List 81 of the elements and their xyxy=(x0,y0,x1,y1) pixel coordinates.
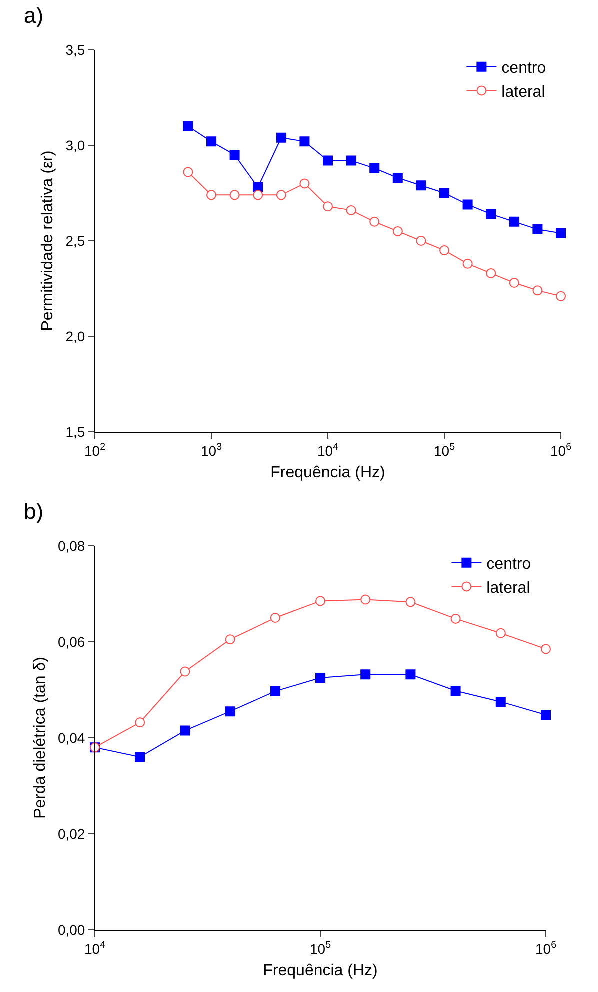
point xyxy=(135,718,146,728)
point xyxy=(532,224,543,235)
point xyxy=(440,246,450,256)
point xyxy=(360,594,371,605)
point xyxy=(316,596,326,606)
y-tick-label: 3,0 xyxy=(66,137,86,154)
y-axis-title: Permitividade relativa (εr) xyxy=(40,150,57,332)
y-axis-title: Perda dielétrica (tan δ) xyxy=(32,657,49,819)
x-axis-title: Frequência (Hz) xyxy=(263,962,378,980)
point xyxy=(360,670,371,680)
point xyxy=(486,268,496,278)
point xyxy=(346,156,356,166)
point xyxy=(532,286,543,296)
point xyxy=(180,726,190,736)
legend-label: centro xyxy=(486,556,532,574)
point xyxy=(276,190,286,200)
point xyxy=(135,752,146,762)
point xyxy=(496,697,506,707)
point xyxy=(300,136,310,147)
x-tick-label: 10$^{2}$ xyxy=(84,442,106,459)
chart-title: a) xyxy=(24,3,44,28)
x-tick-label: 10$^{3}$ xyxy=(200,442,223,459)
point xyxy=(462,200,473,210)
point xyxy=(276,132,286,143)
point xyxy=(316,673,326,683)
y-tick-label: 2,5 xyxy=(66,232,86,249)
y-tick-label: 0,00 xyxy=(58,922,86,938)
point xyxy=(541,710,551,720)
point xyxy=(509,278,520,288)
y-tick-label: 0,04 xyxy=(58,730,86,746)
point xyxy=(225,634,236,645)
x-tick-label: 10$^{4}$ xyxy=(317,442,340,459)
point xyxy=(486,209,496,220)
point xyxy=(183,167,194,178)
y-tick-label: 0,02 xyxy=(58,826,86,842)
point xyxy=(440,188,450,198)
point xyxy=(416,236,426,246)
x-axis-title: Frequência (Hz) xyxy=(270,464,386,482)
point xyxy=(450,686,461,696)
point xyxy=(183,121,194,132)
x-tick-label: 10$^{5}$ xyxy=(434,442,456,459)
point xyxy=(323,202,333,212)
point xyxy=(556,291,566,302)
point xyxy=(323,156,333,166)
point xyxy=(370,163,380,174)
y-tick-label: 0,06 xyxy=(58,634,86,650)
point xyxy=(270,686,280,696)
y-tick-label: 1,5 xyxy=(66,424,86,440)
point xyxy=(541,644,551,654)
point xyxy=(230,190,240,200)
x-tick-label: 10$^{6}$ xyxy=(550,442,572,459)
point xyxy=(370,216,380,227)
y-tick-label: 2,0 xyxy=(66,328,86,344)
point xyxy=(406,670,416,680)
point xyxy=(462,258,473,269)
point xyxy=(392,172,403,183)
point xyxy=(392,226,403,236)
point xyxy=(450,614,461,624)
point xyxy=(206,190,216,200)
point xyxy=(556,228,566,238)
legend-label: centro xyxy=(502,60,546,78)
point xyxy=(270,613,280,623)
point xyxy=(346,205,356,216)
point xyxy=(230,150,240,160)
point xyxy=(300,178,310,189)
y-tick-label: 3,5 xyxy=(66,42,86,58)
point xyxy=(180,666,190,677)
point xyxy=(509,216,520,227)
point xyxy=(416,180,426,191)
point xyxy=(496,628,506,638)
point xyxy=(206,136,216,147)
x-tick-label: 10$^{6}$ xyxy=(535,940,558,957)
legend-label: lateral xyxy=(486,580,530,597)
x-tick-label: 10$^{5}$ xyxy=(310,940,332,957)
point xyxy=(406,597,416,608)
legend-label: lateral xyxy=(502,84,546,101)
point xyxy=(225,706,236,717)
chart-title: b) xyxy=(24,499,44,524)
x-tick-label: 10$^{4}$ xyxy=(84,940,106,957)
point xyxy=(253,190,264,200)
y-tick-label: 0,08 xyxy=(58,538,86,554)
